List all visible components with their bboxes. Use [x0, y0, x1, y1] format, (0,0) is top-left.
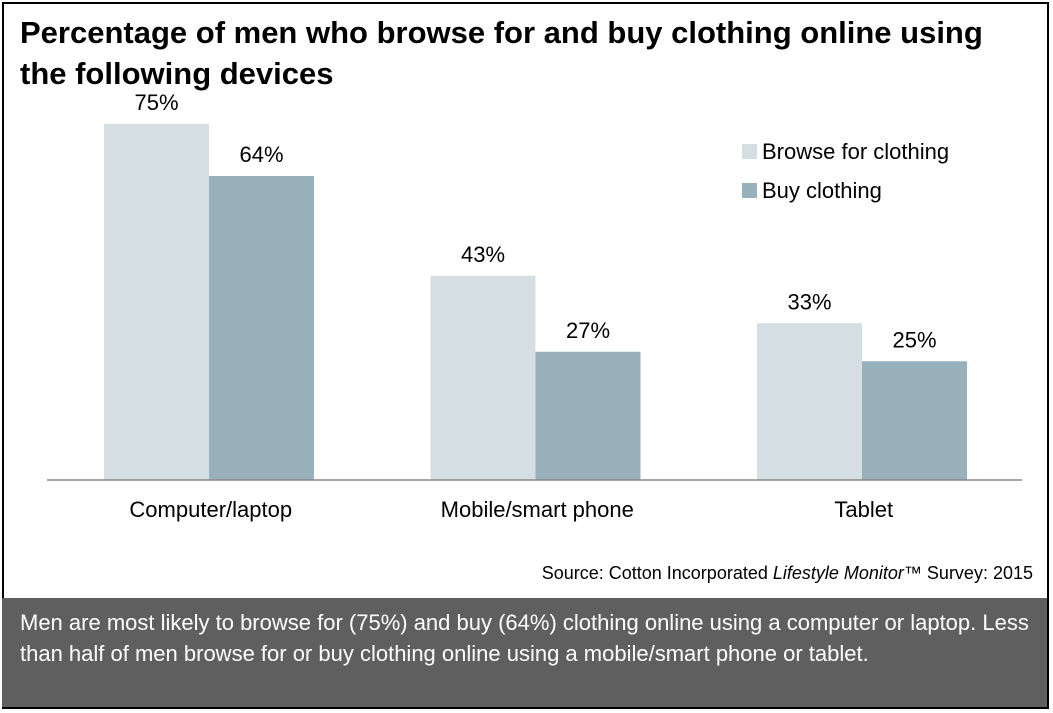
source-suffix: ™ Survey: 2015 — [903, 563, 1033, 583]
data-label: 64% — [239, 142, 283, 167]
legend-label: Browse for clothing — [762, 139, 949, 164]
legend-swatch — [742, 144, 757, 159]
bar-buy-clothing — [535, 351, 641, 480]
bar-browse-for-clothing — [430, 275, 536, 480]
category-label: Mobile/smart phone — [441, 497, 634, 522]
data-label: 25% — [892, 327, 936, 352]
summary-note: Men are most likely to browse for (75%) … — [2, 598, 1047, 707]
source-prefix: Source: Cotton Incorporated — [541, 563, 773, 583]
bar-chart: 75% 64% Computer/laptop 43% 27% Mobile/smart … — [47, 90, 1022, 522]
legend-swatch — [742, 183, 757, 198]
data-label: 75% — [134, 90, 178, 115]
source-note: Source: Cotton Incorporated Lifestyle Mo… — [542, 563, 1033, 584]
bars-layer — [104, 123, 967, 480]
data-label: 27% — [566, 318, 610, 343]
data-label: 33% — [787, 289, 831, 314]
labels-layer: 75% 64% Computer/laptop 43% 27% Mobile/smart … — [129, 90, 936, 522]
legend-label: Buy clothing — [762, 178, 882, 203]
bar-buy-clothing — [209, 176, 314, 480]
chart-title: Percentage of men who browse for and buy… — [20, 15, 983, 91]
source-publication: Lifestyle Monitor — [772, 563, 904, 583]
category-label: Computer/laptop — [129, 497, 292, 522]
category-label: Tablet — [834, 497, 893, 522]
data-label: 43% — [461, 242, 505, 267]
bar-browse-for-clothing — [104, 123, 209, 480]
legend: Browse for clothing Buy clothing — [742, 139, 949, 203]
bar-buy-clothing — [862, 361, 967, 480]
bar-browse-for-clothing — [757, 323, 862, 480]
